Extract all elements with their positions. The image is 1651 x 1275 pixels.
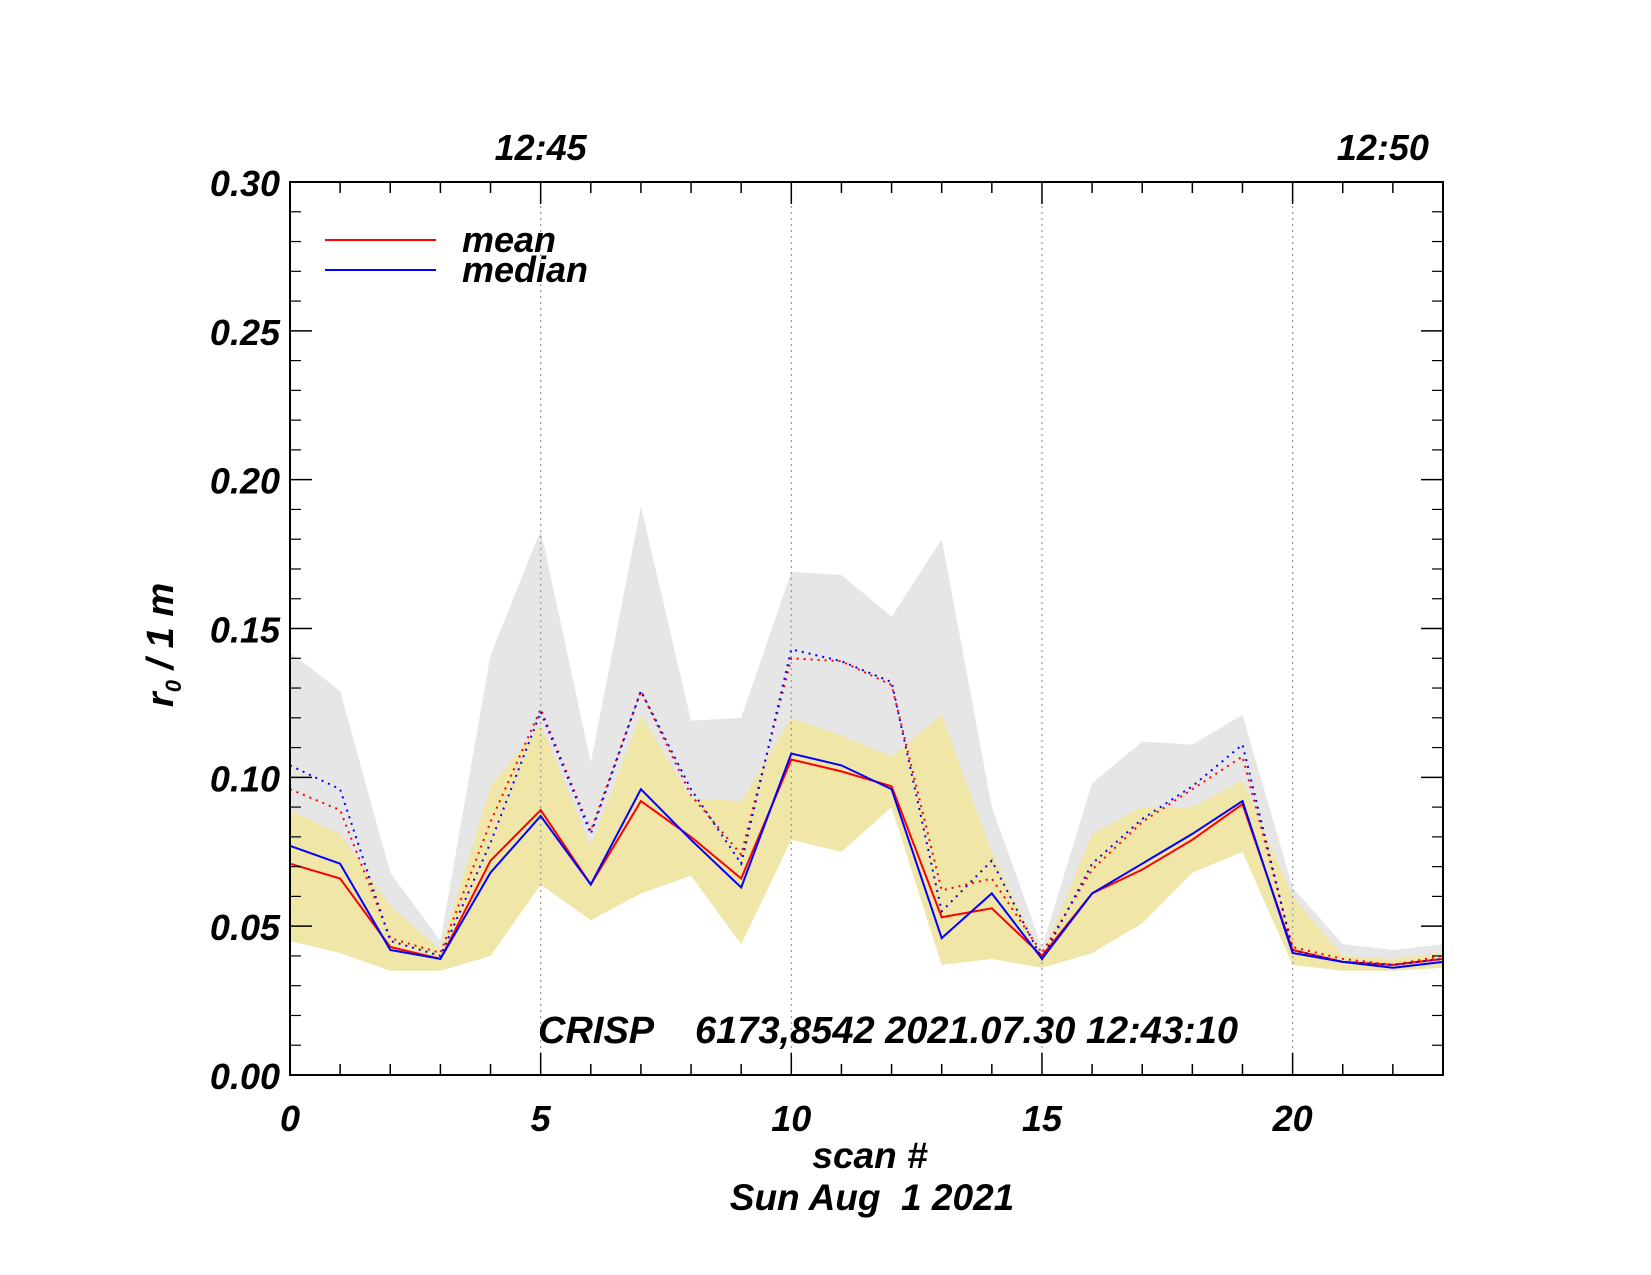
- series-line-1: [289, 752, 1444, 969]
- y-axis-label-unit: / 1 m: [140, 583, 182, 680]
- y-tick-label: 0.25: [210, 312, 281, 353]
- y-tick-label: 0.30: [210, 163, 280, 204]
- plot-frame: [289, 181, 1444, 1076]
- y-tick-label: 0.05: [210, 907, 281, 948]
- y-tick-label: 0.20: [210, 461, 280, 502]
- top-axis-time-label: 12:45: [495, 127, 588, 168]
- x-tick-label: 15: [1022, 1098, 1063, 1139]
- band-layer: [290, 506, 1443, 971]
- x-tick-label: 20: [1272, 1098, 1313, 1139]
- y-axis-label: r0 / 1 m: [140, 583, 186, 707]
- label-layer: 0.00 0.05 0.10 0.15 0.20 0.25 0.30 0 5 10 15 20 12:4…: [210, 127, 1429, 1139]
- legend-label-median: median: [462, 249, 588, 290]
- y-axis-label-main: r: [140, 690, 182, 707]
- series-layer: [289, 648, 1444, 969]
- x-tick-label: 5: [531, 1098, 552, 1139]
- x-tick-label: 0: [280, 1098, 300, 1139]
- y-tick-label: 0.00: [210, 1056, 280, 1097]
- y-axis-label-subscript: 0: [161, 679, 186, 692]
- x-tick-label: 10: [771, 1098, 811, 1139]
- date-label: Sun Aug 1 2021: [730, 1177, 1014, 1218]
- gridline-layer: [540, 182, 1294, 1075]
- y-tick-label: 0.15: [210, 610, 281, 651]
- legend-label-mean: mean: [462, 219, 556, 260]
- band-1: [290, 714, 1443, 971]
- annotation: CRISP 6173,8542 2021.07.30 12:43:10: [538, 1010, 1238, 1052]
- top-axis-time-label: 12:50: [1337, 127, 1429, 168]
- x-axis-label: scan #: [812, 1135, 928, 1176]
- y-tick-label: 0.10: [210, 758, 280, 799]
